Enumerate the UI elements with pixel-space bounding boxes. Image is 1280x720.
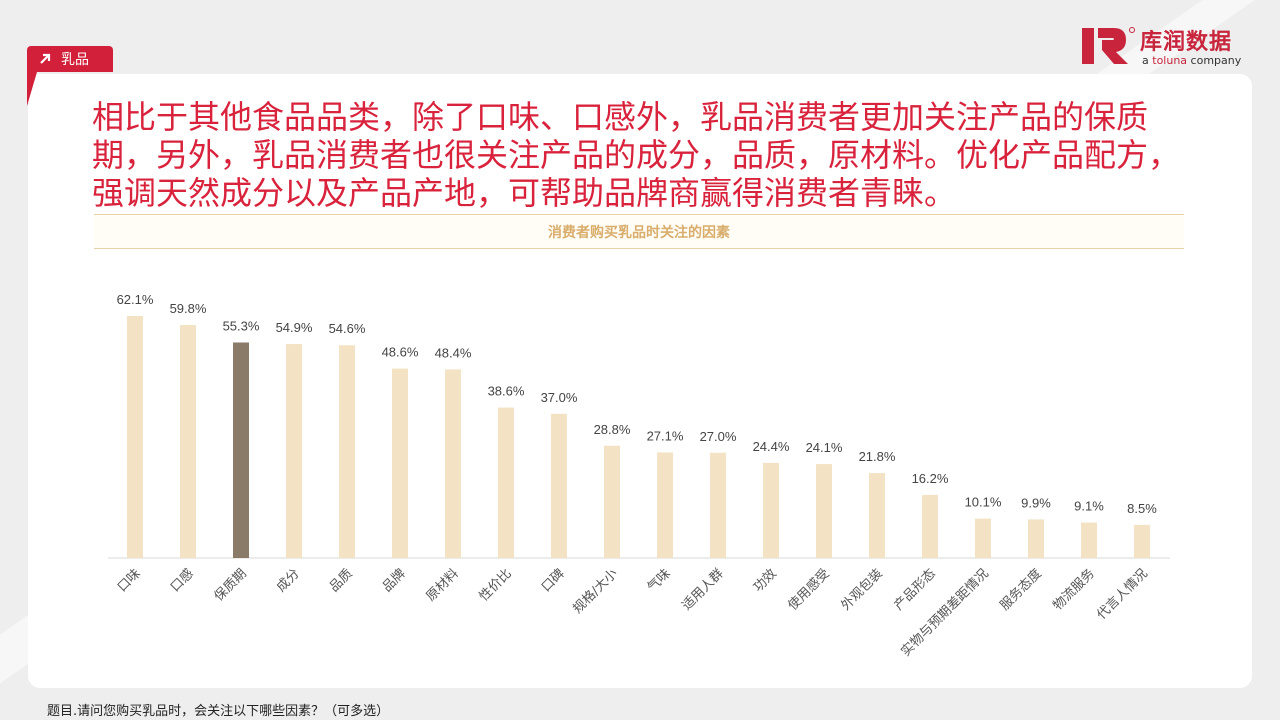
bar-17: [1028, 519, 1044, 558]
category-label-3: 成分: [274, 566, 303, 595]
data-label-15: 16.2%: [912, 471, 949, 486]
content-card: [28, 74, 1252, 688]
category-label-8: 口碑: [538, 566, 568, 596]
category-label-17: 服务态度: [997, 566, 1045, 614]
data-label-4: 54.6%: [329, 321, 366, 336]
category-label-12: 功效: [751, 566, 780, 595]
section-tag: 乳品: [27, 46, 113, 106]
bar-14: [869, 473, 885, 558]
logo-sub-a: a: [1142, 54, 1149, 67]
bar-16: [975, 518, 991, 558]
bar-1: [180, 324, 196, 558]
category-label-1: 口感: [167, 566, 197, 596]
bar-7: [498, 407, 514, 558]
data-label-12: 24.4%: [753, 439, 790, 454]
arrow-up-right-icon: [40, 53, 51, 64]
data-label-5: 48.6%: [382, 345, 419, 360]
category-label-10: 气味: [644, 566, 674, 596]
logo-mark-icon: [1082, 27, 1135, 64]
data-label-8: 37.0%: [541, 390, 578, 405]
data-label-11: 27.0%: [700, 429, 737, 444]
logo-sub-company: company: [1190, 54, 1242, 67]
category-label-18: 物流服务: [1050, 566, 1098, 614]
category-label-2: 保质期: [212, 566, 250, 604]
data-label-19: 8.5%: [1127, 501, 1157, 516]
bar-10: [657, 452, 673, 558]
category-label-0: 口味: [115, 566, 144, 595]
category-label-11: 适用人群: [679, 566, 726, 613]
data-label-2: 55.3%: [223, 318, 260, 333]
category-label-16: 实物与预期差距情况: [898, 566, 991, 659]
bar-9: [604, 445, 620, 558]
section-tag-label: 乳品: [61, 52, 89, 68]
bar-12: [763, 462, 779, 558]
bar-13: [816, 464, 832, 558]
category-label-6: 原材料: [424, 566, 462, 604]
bar-6: [445, 369, 461, 558]
bar-2: [233, 342, 249, 558]
headline: 相比于其他食品品类，除了口味、口感外，乳品消费者更加关注产品的保质期，另外，乳品…: [92, 98, 1181, 212]
data-label-17: 9.9%: [1021, 495, 1051, 510]
category-label-4: 品质: [327, 566, 356, 595]
chart-title: 消费者购买乳品时关注的因素: [94, 214, 1184, 249]
bar-0: [127, 316, 143, 558]
data-label-6: 48.4%: [435, 345, 472, 360]
footnote: 题目.请问您购买乳品时，会关注以下哪些因素？（可多选）: [47, 704, 390, 719]
data-label-13: 24.1%: [806, 440, 843, 455]
bar-11: [710, 452, 726, 558]
data-label-10: 27.1%: [647, 428, 684, 443]
bar-18: [1081, 522, 1097, 558]
category-label-13: 使用感受: [785, 566, 833, 614]
data-label-18: 9.1%: [1074, 499, 1104, 514]
data-label-14: 21.8%: [859, 449, 896, 464]
category-label-14: 外观包装: [838, 566, 885, 613]
company-logo: 库润数据 a toluna company: [1080, 22, 1255, 70]
bar-4: [339, 345, 355, 558]
bar-5: [392, 368, 408, 558]
bar-8: [551, 413, 567, 558]
bar-3: [286, 344, 302, 558]
data-label-3: 54.9%: [276, 320, 313, 335]
bar-15: [922, 494, 938, 558]
category-label-19: 代言人情况: [1094, 566, 1151, 623]
data-label-7: 38.6%: [488, 384, 525, 399]
category-label-15: 产品形态: [891, 566, 938, 613]
logo-subtitle: a toluna company: [1142, 54, 1241, 67]
data-label-1: 59.8%: [170, 301, 207, 316]
category-label-7: 性价比: [477, 566, 515, 604]
data-label-0: 62.1%: [117, 292, 154, 307]
category-label-9: 规格/大小: [570, 566, 621, 617]
data-label-9: 28.8%: [594, 422, 631, 437]
data-label-16: 10.1%: [965, 495, 1002, 510]
logo-wordmark: 库润数据: [1140, 30, 1233, 55]
category-label-5: 品牌: [379, 566, 409, 596]
bar-19: [1134, 524, 1150, 558]
logo-sub-brand: toluna: [1152, 54, 1188, 67]
